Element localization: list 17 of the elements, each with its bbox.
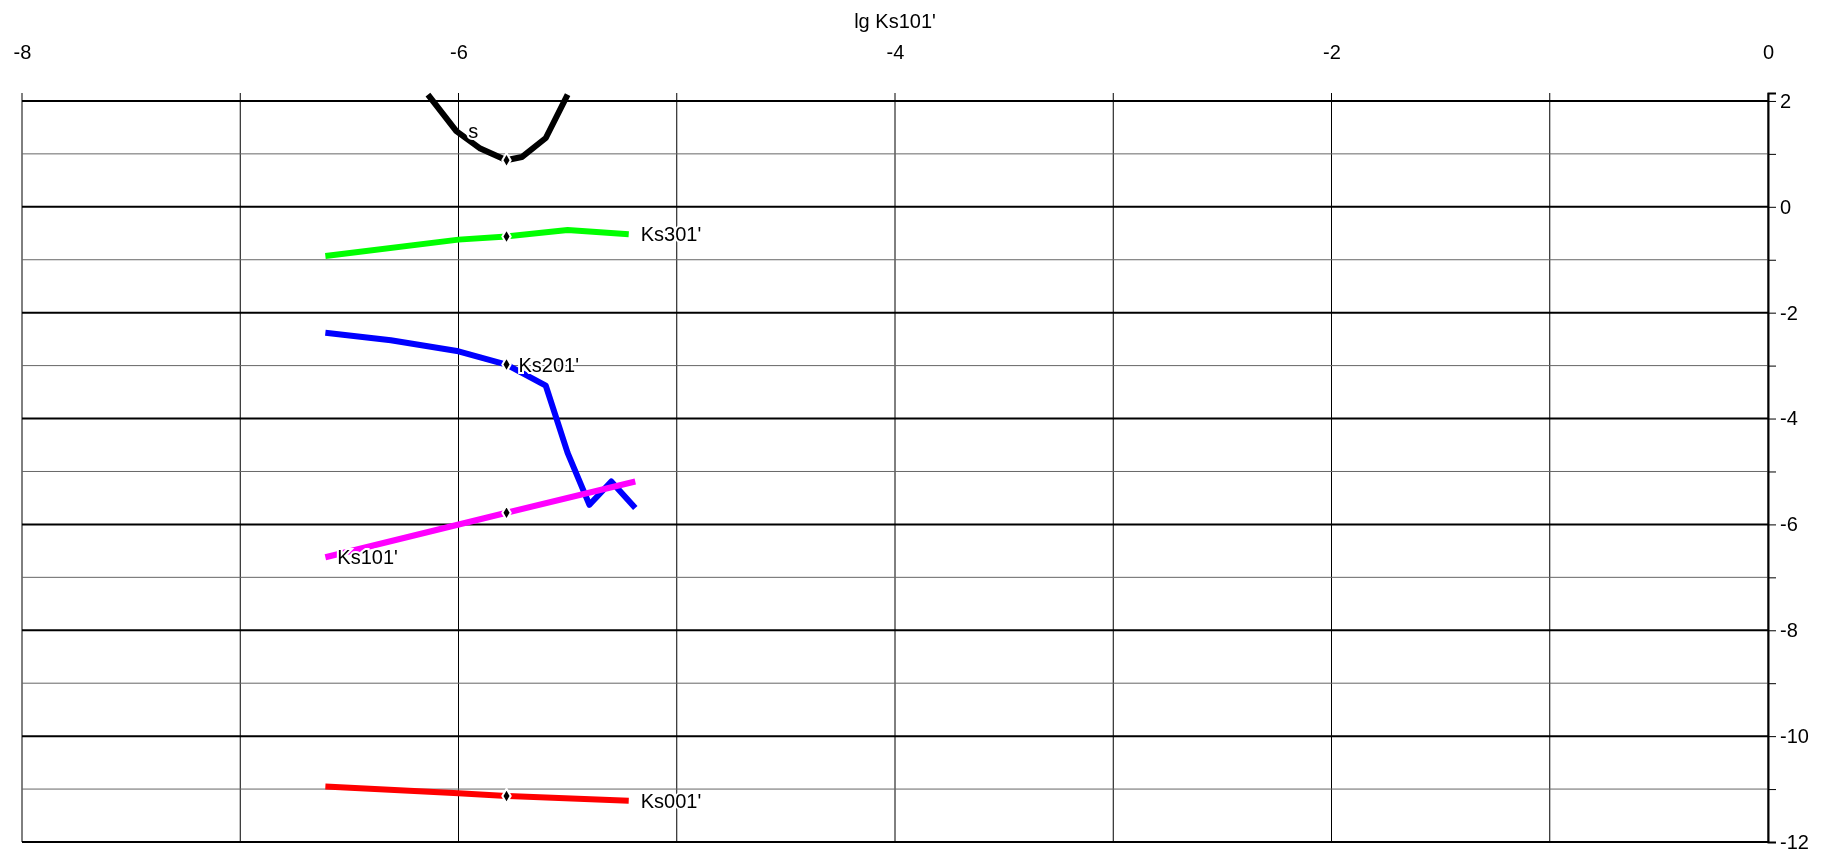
x-tick-label: -4 [886,41,905,63]
x-axis-title: lg Ks101' [854,10,936,32]
y-tick-label: 2 [1780,89,1792,112]
y-tick-label: -12 [1780,830,1809,853]
y-tick-label: -4 [1780,407,1798,430]
y-tick-label: -10 [1780,725,1809,748]
x-tick-label: -8 [13,41,32,63]
annotation: Ks201' [518,353,580,376]
y-tick-label: -6 [1780,513,1798,536]
x-tick-label: -6 [450,41,468,63]
y-tick-label: -2 [1780,301,1798,324]
y-tick-label: 0 [1780,195,1792,218]
x-tick-label: -2 [1323,41,1341,63]
annotation: Ks101' [337,546,398,569]
x-tick-label: 0 [1762,41,1775,63]
annotation: s [468,120,479,143]
y-tick-label: -8 [1780,619,1798,642]
